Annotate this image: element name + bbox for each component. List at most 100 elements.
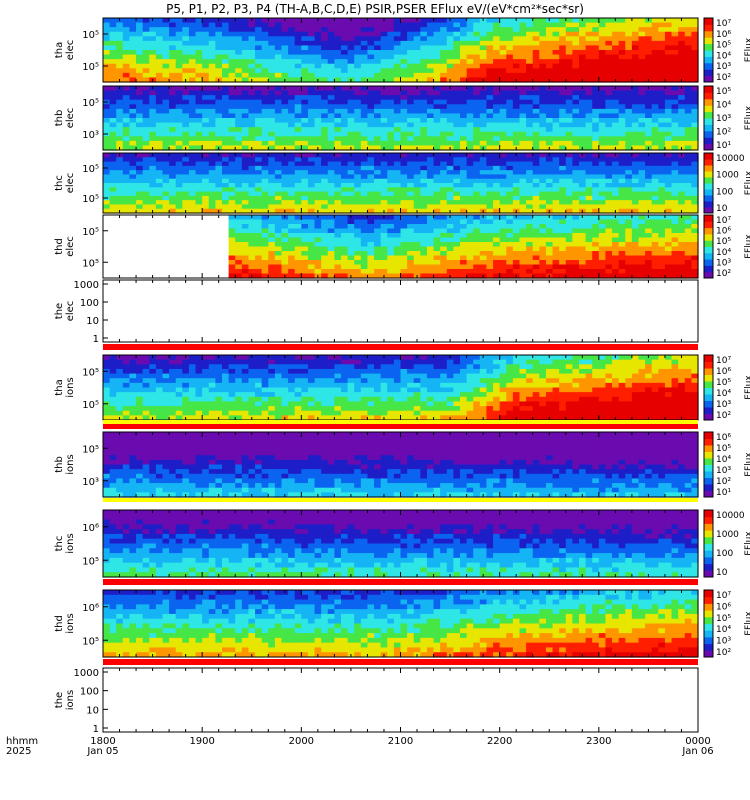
spec-cell <box>598 50 607 56</box>
spec-cell <box>255 127 263 133</box>
spec-cell <box>638 178 646 184</box>
spec-cell <box>380 269 388 275</box>
spec-cell <box>195 36 203 42</box>
spec-cell <box>122 104 131 110</box>
spec-cell <box>532 174 540 180</box>
spec-cell <box>109 95 117 101</box>
spec-cell <box>592 237 600 243</box>
spec-cell <box>208 187 216 193</box>
spec-cell <box>129 208 137 214</box>
spec-cell <box>116 127 124 133</box>
spec-cell <box>426 251 435 257</box>
spec-cell <box>314 104 322 110</box>
spec-cell <box>268 131 276 137</box>
spec-cell <box>486 118 494 124</box>
spec-cell <box>519 264 527 270</box>
spec-cell <box>288 99 296 105</box>
spec-cell <box>327 36 335 42</box>
spec-cell <box>658 170 666 176</box>
spec-cell <box>466 165 474 171</box>
spec-cell <box>446 237 454 243</box>
spec-cell <box>612 233 620 239</box>
spec-cell <box>149 140 157 147</box>
spec-cell <box>175 165 183 171</box>
spec-cell <box>334 18 342 24</box>
spec-cell <box>473 127 481 133</box>
spec-cell <box>433 228 441 234</box>
spec-cell <box>512 127 521 133</box>
spec-cell <box>585 237 593 243</box>
spec-cell <box>334 264 342 270</box>
spec-cell <box>446 90 454 96</box>
spec-cell <box>274 140 283 147</box>
spec-cell <box>664 95 673 101</box>
spec-cell <box>473 255 481 261</box>
spec-cell <box>559 136 567 142</box>
spec-cell <box>598 136 607 142</box>
spec-cell <box>294 251 302 257</box>
spec-cell <box>618 204 626 210</box>
spec-cell <box>579 90 587 96</box>
spec-cell <box>321 113 329 119</box>
spec-cell <box>598 145 607 151</box>
spec-cell <box>453 233 461 239</box>
spec-cell <box>235 187 243 193</box>
spec-cell <box>506 77 514 83</box>
spec-cell <box>122 153 131 158</box>
spec-cell <box>374 95 382 101</box>
spec-cell <box>486 174 494 180</box>
spec-cell <box>341 195 349 201</box>
spec-cell <box>374 204 382 210</box>
spec-cell <box>235 260 243 266</box>
spec-cell <box>103 113 111 119</box>
spec-cell <box>592 18 600 24</box>
spec-cell <box>261 104 269 110</box>
spec-cell <box>638 45 646 51</box>
spec-cell <box>598 165 607 171</box>
spec-cell <box>241 86 250 92</box>
spec-cell <box>354 122 362 128</box>
spec-cell <box>526 40 534 47</box>
spec-cell <box>407 86 415 92</box>
spec-cell <box>307 200 316 206</box>
spec-cell <box>195 165 203 171</box>
spec-cell <box>466 22 474 28</box>
spec-cell <box>532 72 540 79</box>
spec-cell <box>499 191 507 197</box>
spec-cell <box>532 108 540 115</box>
spec-cell <box>314 187 322 193</box>
spec-cell <box>228 131 236 137</box>
spec-cell <box>519 36 527 42</box>
spec-cell <box>426 63 435 69</box>
spec-cell <box>645 224 653 230</box>
spec-cell <box>294 54 302 60</box>
spec-cell <box>572 273 580 279</box>
spec-cell <box>479 27 488 33</box>
spec-cell <box>658 77 666 83</box>
spec-cell <box>155 90 164 96</box>
spec-cell <box>360 269 369 275</box>
spec-cell <box>651 95 659 101</box>
spec-cell <box>255 187 263 193</box>
spec-cell <box>460 242 468 248</box>
spec-cell <box>625 108 633 115</box>
spec-cell <box>532 131 540 137</box>
spec-cell <box>169 40 177 47</box>
spec-cell <box>208 165 216 171</box>
spec-cell <box>261 251 269 257</box>
spec-cell <box>116 31 124 37</box>
spec-cell <box>103 204 111 210</box>
spec-cell <box>413 22 421 28</box>
spec-cell <box>109 122 117 128</box>
spec-cell <box>658 165 666 171</box>
spec-cell <box>612 269 620 275</box>
spec-cell <box>565 68 573 74</box>
spec-cell <box>122 22 131 28</box>
spec-cell <box>499 269 507 275</box>
spec-cell <box>109 86 117 92</box>
spec-cell <box>691 118 699 124</box>
spec-cell <box>360 165 369 171</box>
y-tick-label: 10⁵ <box>82 194 99 205</box>
spec-cell <box>512 224 521 230</box>
spec-cell <box>142 174 150 180</box>
